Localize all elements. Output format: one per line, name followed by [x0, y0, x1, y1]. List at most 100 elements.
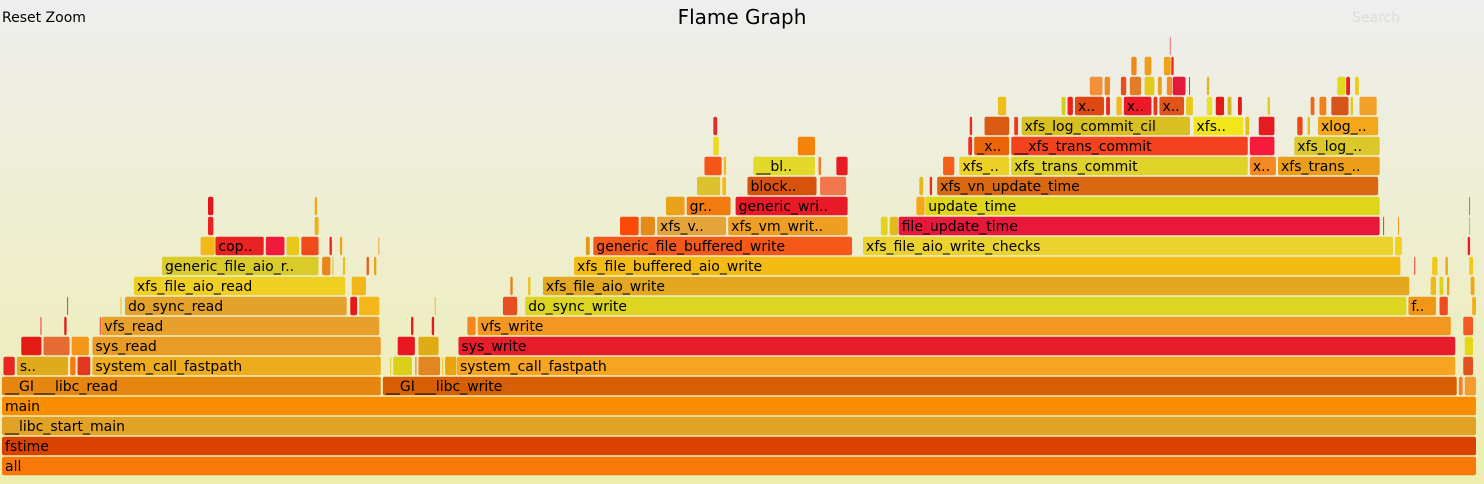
flame-frame[interactable]	[1398, 216, 1399, 236]
flame-frame[interactable]: do_sync_write	[525, 296, 1407, 316]
flame-frame-rect[interactable]	[332, 256, 334, 276]
flame-frame-rect[interactable]	[1464, 336, 1474, 356]
flame-frame[interactable]	[1430, 276, 1436, 296]
flame-frame[interactable]	[1215, 96, 1225, 116]
flame-frame-rect[interactable]	[351, 276, 366, 296]
flame-frame-rect[interactable]	[92, 336, 381, 356]
flame-frame-rect[interactable]	[1227, 96, 1232, 116]
flame-frame-rect[interactable]	[1129, 76, 1142, 96]
flame-frame-rect[interactable]	[735, 196, 848, 216]
flame-frame-rect[interactable]	[1245, 116, 1250, 136]
flame-frame[interactable]	[997, 96, 1007, 116]
flame-frame[interactable]	[1206, 76, 1210, 96]
flame-frame[interactable]	[1439, 296, 1448, 316]
flame-frame[interactable]: generic_file_aio_r..	[162, 256, 319, 276]
flame-frame[interactable]: __xfs_trans_commit	[1011, 136, 1248, 156]
flame-frame[interactable]	[393, 356, 412, 376]
flame-frame[interactable]	[1106, 96, 1110, 116]
flame-frame[interactable]	[1383, 216, 1385, 236]
flame-frame[interactable]: xfs_file_buffered_aio_write	[574, 256, 1401, 276]
flame-frame-rect[interactable]	[467, 316, 476, 336]
flame-frame[interactable]	[1249, 136, 1275, 156]
flame-frame-rect[interactable]	[1215, 96, 1225, 116]
flame-frame-rect[interactable]	[1074, 96, 1105, 116]
flame-frame[interactable]	[1469, 256, 1474, 276]
flame-frame-rect[interactable]	[133, 276, 346, 296]
flame-frame[interactable]: xlog_..	[1318, 116, 1379, 136]
flame-frame[interactable]	[1172, 76, 1186, 96]
flame-frame-rect[interactable]	[431, 316, 435, 336]
flame-frame[interactable]: x..	[1159, 96, 1185, 116]
flame-frame[interactable]: xfs_file_aio_write_checks	[863, 236, 1393, 256]
flame-frame[interactable]: generic_file_buffered_write	[593, 236, 853, 256]
flame-frame-rect[interactable]	[1355, 76, 1359, 96]
flame-frame[interactable]	[390, 356, 392, 376]
search-button[interactable]: Search	[1352, 10, 1401, 26]
flame-frame[interactable]	[418, 356, 441, 376]
flame-frame-rect[interactable]	[747, 176, 817, 196]
flame-frame[interactable]	[510, 276, 513, 296]
flame-frame[interactable]	[1067, 96, 1073, 116]
flame-frame-rect[interactable]	[1061, 96, 1066, 116]
flame-frame-rect[interactable]	[713, 136, 719, 156]
flame-frame[interactable]	[70, 356, 76, 376]
flame-frame-rect[interactable]	[889, 216, 899, 236]
flame-frame[interactable]: x..	[1249, 156, 1276, 176]
flame-frame[interactable]	[1237, 96, 1242, 116]
flame-frame[interactable]	[1472, 296, 1476, 316]
flame-frame-rect[interactable]	[418, 356, 441, 376]
flame-frame-rect[interactable]	[916, 196, 925, 216]
flame-frame[interactable]: __GI___libc_read	[2, 376, 381, 396]
flame-frame[interactable]: xfs..	[1193, 116, 1244, 136]
flame-frame[interactable]	[21, 336, 42, 356]
flame-frame[interactable]	[1355, 76, 1359, 96]
flame-frame-rect[interactable]	[350, 296, 358, 316]
flame-frame[interactable]	[919, 176, 924, 196]
flame-frame[interactable]	[1469, 216, 1471, 236]
flame-frame[interactable]	[418, 336, 439, 356]
flame-frame[interactable]	[1467, 236, 1471, 256]
flame-frame-rect[interactable]	[373, 256, 377, 276]
flame-frame[interactable]: xfs_trans_commit	[1011, 156, 1248, 176]
flame-frame[interactable]: cop..	[215, 236, 264, 256]
flame-frame-rect[interactable]	[686, 196, 731, 216]
flame-frame[interactable]: xfs_log_commit_cil	[1021, 116, 1190, 136]
flame-frame[interactable]	[1458, 376, 1463, 396]
flame-frame[interactable]	[697, 176, 721, 196]
flame-frame[interactable]	[322, 256, 331, 276]
flame-frame-rect[interactable]	[1469, 196, 1471, 216]
flame-frame-rect[interactable]	[120, 296, 122, 316]
flame-frame-rect[interactable]	[1319, 96, 1327, 116]
flame-frame[interactable]	[99, 316, 101, 336]
flame-frame[interactable]	[1464, 376, 1476, 396]
flame-frame-rect[interactable]	[880, 216, 888, 236]
flame-frame-rect[interactable]	[1206, 96, 1213, 116]
flame-frame-rect[interactable]	[411, 316, 414, 336]
flame-frame[interactable]	[1439, 276, 1444, 296]
flame-frame[interactable]: system_call_fastpath	[456, 356, 1456, 376]
flame-frame[interactable]	[351, 276, 366, 296]
flame-frame-rect[interactable]	[322, 256, 331, 276]
flame-frame[interactable]	[43, 336, 70, 356]
flame-frame-rect[interactable]	[125, 296, 347, 316]
flame-frame[interactable]	[713, 116, 718, 136]
flame-frame[interactable]	[889, 216, 899, 236]
flame-frame[interactable]	[445, 356, 457, 376]
flame-frame[interactable]	[1297, 116, 1303, 136]
flame-frame-rect[interactable]	[200, 236, 215, 256]
flame-frame-rect[interactable]	[1395, 236, 1402, 256]
flame-frame-rect[interactable]	[997, 96, 1007, 116]
flame-frame-rect[interactable]	[723, 156, 727, 176]
flame-frame-rect[interactable]	[265, 236, 285, 256]
flame-frame-rect[interactable]	[1153, 96, 1158, 116]
flame-frame[interactable]	[1470, 276, 1475, 296]
flame-frame[interactable]: block..	[747, 176, 817, 196]
flame-frame[interactable]	[1464, 336, 1474, 356]
flame-frame[interactable]	[411, 316, 414, 336]
flame-frame[interactable]	[1189, 76, 1190, 96]
flame-frame-rect[interactable]	[390, 356, 392, 376]
flame-frame[interactable]	[265, 236, 285, 256]
flame-frame[interactable]	[1206, 96, 1213, 116]
flame-frame-rect[interactable]	[1193, 116, 1244, 136]
flame-frame[interactable]	[378, 236, 380, 256]
